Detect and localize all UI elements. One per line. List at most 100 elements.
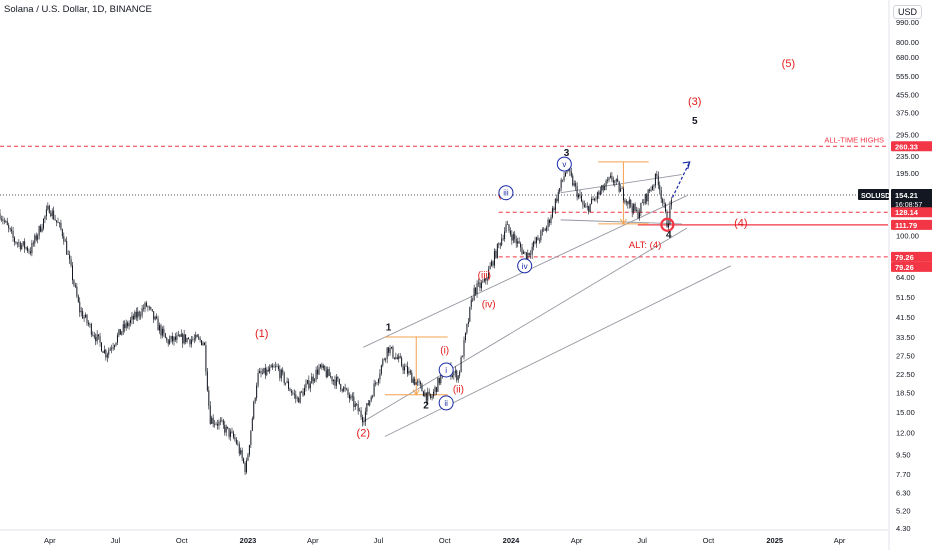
candle-body-253 <box>366 403 368 412</box>
candle-body-259 <box>375 383 377 384</box>
candle-body-25 <box>35 235 37 240</box>
candle-body-210 <box>304 387 305 396</box>
candle-body-135 <box>195 334 197 339</box>
candle-body-37 <box>53 210 55 220</box>
candle-body-19 <box>27 247 29 252</box>
candle-body-286 <box>414 378 416 385</box>
candle-body-369 <box>534 241 536 244</box>
candle-body-423 <box>612 179 614 183</box>
candle-body-276 <box>399 356 401 358</box>
candle-body-446 <box>646 194 648 202</box>
candle-body-399 <box>578 194 580 198</box>
candle-body-436 <box>631 206 633 213</box>
candle-body-57 <box>82 311 84 319</box>
candle-body-231 <box>334 379 336 386</box>
candle-body-320 <box>463 339 465 357</box>
price-tick-16: 33.50 <box>896 333 915 342</box>
candle-body-24 <box>34 235 36 244</box>
candle-body-48 <box>69 254 71 260</box>
candle-body-148 <box>214 423 216 425</box>
candle-body-382 <box>553 208 555 211</box>
candle-body-350 <box>507 224 508 225</box>
candle-body-145 <box>209 405 211 424</box>
wave-label-12: (iii) <box>478 270 491 281</box>
candle-body-317 <box>459 371 461 376</box>
candle-body-239 <box>346 388 348 390</box>
candle-body-205 <box>296 398 298 399</box>
wave-label-8: 4 <box>666 230 672 241</box>
candle-body-458 <box>663 202 665 204</box>
candle-body-51 <box>73 280 75 286</box>
candle-body-156 <box>225 426 227 433</box>
candle-body-214 <box>309 383 311 389</box>
candle-body-75 <box>108 350 110 355</box>
candle-body-287 <box>415 382 417 385</box>
candle-body-116 <box>167 339 169 344</box>
channel-lower <box>363 227 688 422</box>
candle-body-387 <box>560 179 562 188</box>
candle-body-333 <box>482 281 484 283</box>
candle-body-432 <box>625 201 627 203</box>
candle-body-402 <box>582 201 584 205</box>
candle-body-86 <box>124 324 126 329</box>
wave-label-1: (2) <box>357 427 370 439</box>
candle-body-126 <box>182 333 184 344</box>
price-tick-0: 990.00 <box>896 18 919 27</box>
circled-wave-3 <box>517 258 533 274</box>
candle-body-391 <box>566 170 568 173</box>
candle-body-35 <box>50 213 52 217</box>
candle-body-358 <box>518 241 520 244</box>
candle-body-427 <box>618 181 620 192</box>
candle-body-346 <box>501 238 503 246</box>
candle-body-375 <box>543 229 545 230</box>
candle-body-194 <box>280 369 282 379</box>
candle-body-240 <box>347 389 349 395</box>
candle-body-337 <box>488 269 490 279</box>
candle-body-363 <box>525 252 527 261</box>
annotation-lines: ALL-TIME HIGHS <box>0 135 888 437</box>
candle-body-58 <box>83 317 85 319</box>
candle-body-6 <box>8 225 10 229</box>
candle-body-166 <box>240 450 242 454</box>
candle-body-179 <box>259 371 261 373</box>
wave-label-7: 3 <box>564 148 570 159</box>
candle-body-449 <box>650 189 652 191</box>
candle-body-315 <box>456 370 458 381</box>
candle-body-224 <box>324 365 326 371</box>
candle-body-97 <box>140 315 142 317</box>
candle-body-56 <box>80 311 82 313</box>
candle-body-108 <box>156 316 158 319</box>
candle-body-316 <box>457 375 459 381</box>
candle-body-94 <box>135 311 137 318</box>
candle-body-266 <box>385 358 387 360</box>
price-tag-bg-5 <box>891 141 932 152</box>
last-price: 154.21 <box>895 191 918 200</box>
candle-body-401 <box>580 195 582 202</box>
candle-body-251 <box>363 421 365 423</box>
candle-body-154 <box>222 420 224 425</box>
candle-body-27 <box>38 226 40 236</box>
candle-body-107 <box>154 316 156 320</box>
candle-body-379 <box>549 219 551 224</box>
currency-button[interactable]: USD <box>892 5 922 19</box>
wave-label-5: 1 <box>386 322 392 333</box>
candle-body-137 <box>198 336 200 338</box>
candle-body-395 <box>572 175 574 186</box>
candle-body-23 <box>32 242 34 244</box>
candle-body-191 <box>276 366 278 367</box>
candle-body-398 <box>576 186 578 198</box>
candle-body-424 <box>614 181 616 183</box>
candle-body-403 <box>583 204 585 207</box>
price-tick-26: 4.30 <box>896 524 911 533</box>
candle-body-193 <box>279 369 281 379</box>
candle-body-112 <box>161 328 163 336</box>
wave-label-13: (iv) <box>482 300 496 311</box>
wave4-target-circle <box>660 217 675 232</box>
candle-body-219 <box>317 369 319 375</box>
candle-body-451 <box>653 185 655 187</box>
candle-body-321 <box>464 332 466 340</box>
candle-body-177 <box>256 385 258 399</box>
candle-body-270 <box>391 347 392 349</box>
price-tick-11: 100.00 <box>896 231 919 240</box>
